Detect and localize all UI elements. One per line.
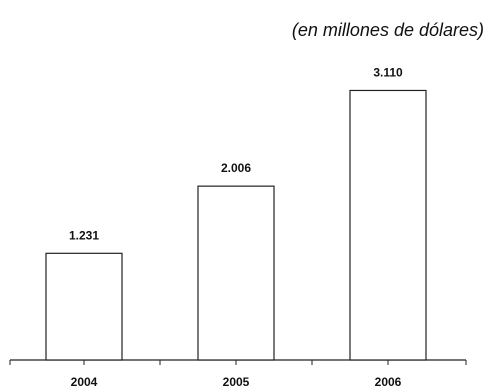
bars-group bbox=[45, 89, 427, 361]
bar-2004 bbox=[45, 252, 123, 361]
x-tick-label-2006: 2006 bbox=[375, 375, 402, 389]
value-labels-group: 1.231 2.006 3.110 bbox=[69, 65, 403, 242]
x-ticks-group bbox=[9, 360, 467, 365]
x-tick-labels-group: 2004 2005 2006 bbox=[71, 375, 402, 389]
x-tick-label-2005: 2005 bbox=[223, 375, 250, 389]
data-label-2005: 2.006 bbox=[221, 161, 251, 175]
data-label-2006: 3.110 bbox=[373, 65, 403, 79]
chart-subtitle: (en millones de dólares) bbox=[292, 20, 484, 40]
data-label-2004: 1.231 bbox=[69, 228, 99, 242]
x-tick-label-2004: 2004 bbox=[71, 375, 98, 389]
bar-2006 bbox=[349, 89, 427, 361]
bar-2005 bbox=[197, 185, 275, 361]
